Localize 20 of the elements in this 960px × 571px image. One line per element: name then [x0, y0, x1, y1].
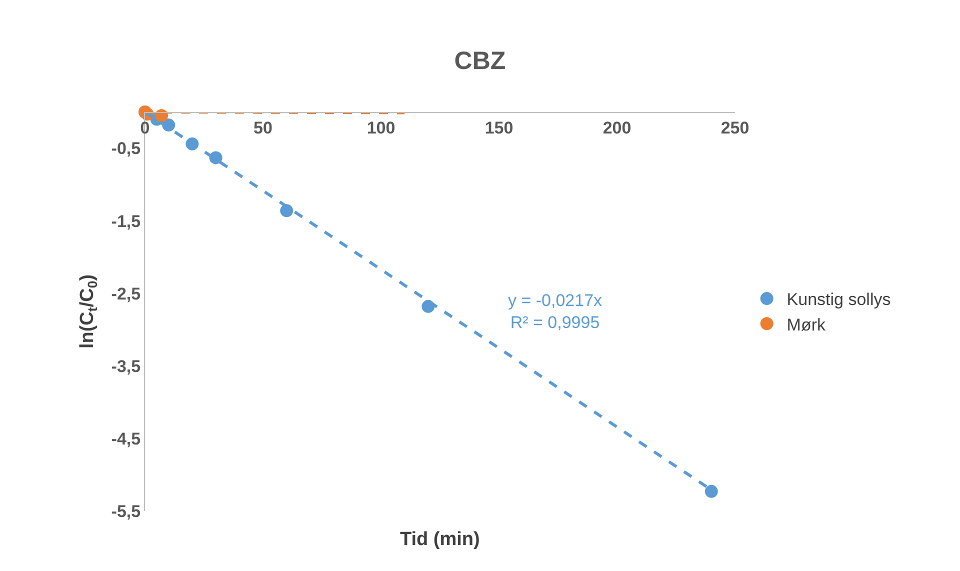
point: [209, 151, 222, 164]
legend-label: Kunstig sollys: [786, 290, 891, 310]
x-tick-label: 250: [720, 118, 750, 138]
point: [704, 484, 718, 498]
x-axis-title: Tid (min): [400, 529, 480, 550]
x-tick-label: 50: [254, 118, 272, 138]
y-tick-label: -5,5: [111, 502, 141, 521]
y-tick-label: -0,5: [111, 139, 141, 158]
x-tick-label: 100: [366, 118, 396, 138]
annotation: y = -0,0217x R² = 0,9995: [508, 291, 603, 332]
y-tick-label: -4,5: [111, 429, 141, 448]
y-tick-label: -2,5: [111, 284, 141, 304]
x-tick-label: 150: [484, 118, 514, 138]
x-tick-label: 0: [140, 118, 150, 138]
point: [280, 204, 294, 218]
x-tick-label: 200: [602, 118, 632, 138]
y-tick-label: -1,5: [111, 212, 141, 231]
legend-label: Mørk: [786, 315, 826, 334]
y-tick-label: -3,5: [111, 356, 141, 376]
chart-title: CBZ: [454, 46, 506, 75]
